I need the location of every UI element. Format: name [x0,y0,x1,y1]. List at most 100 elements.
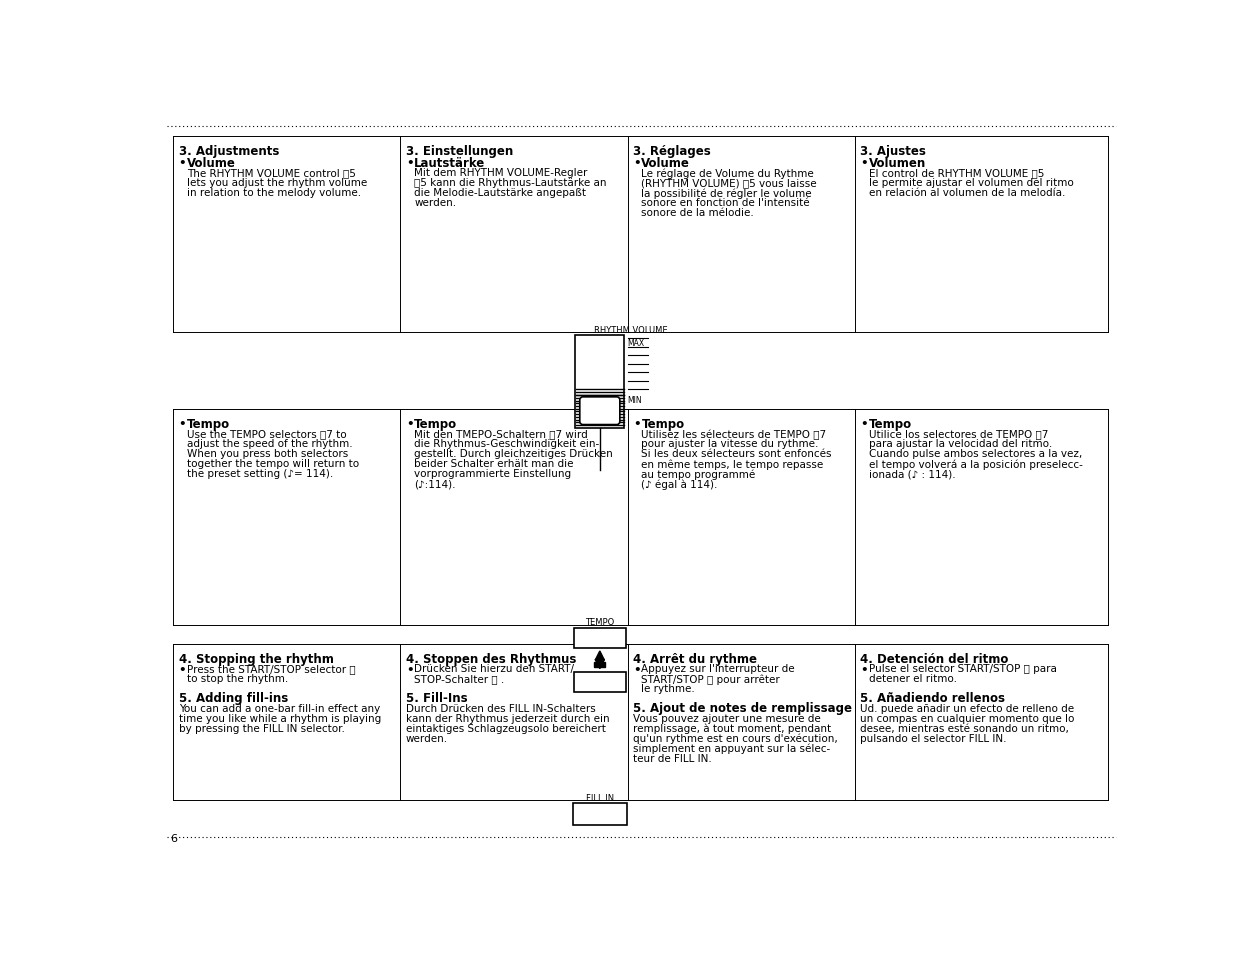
Text: au tempo programmé: au tempo programmé [641,469,756,479]
Text: •: • [179,417,186,431]
Text: You can add a one-bar fill-in effect any: You can add a one-bar fill-in effect any [179,702,380,713]
Text: sonore en fonction de l'intensité: sonore en fonction de l'intensité [641,198,810,208]
Text: Use the TEMPO selectors ␇7 to: Use the TEMPO selectors ␇7 to [188,429,346,439]
Text: 5. Añadiendo rellenos: 5. Añadiendo rellenos [860,691,1005,704]
Text: •: • [406,663,414,677]
Text: 4. Detención del ritmo: 4. Detención del ritmo [860,652,1009,665]
Text: 3. Réglages: 3. Réglages [632,144,711,157]
Text: Volume: Volume [188,156,236,170]
Text: un compas en cualquier momento que lo: un compas en cualquier momento que lo [860,713,1075,722]
Text: kann der Rhythmus jederzeit durch ein: kann der Rhythmus jederzeit durch ein [406,713,610,722]
Text: eintaktiges Schlagzeugsolo bereichert: eintaktiges Schlagzeugsolo bereichert [406,722,606,733]
Text: •: • [632,417,640,431]
Text: Press the START/STOP selector ␊: Press the START/STOP selector ␊ [188,663,356,674]
Text: •: • [860,663,867,677]
Text: sonore de la mélodie.: sonore de la mélodie. [641,208,754,218]
Bar [572,803,626,825]
Text: El control de RHYTHM VOLUME ␅5: El control de RHYTHM VOLUME ␅5 [869,168,1044,178]
Text: 5. Ajout de notes de remplissage: 5. Ajout de notes de remplissage [632,701,852,714]
Text: (♪ égal à 114).: (♪ égal à 114). [641,479,717,490]
Text: The RHYTHM VOLUME control ␅5: The RHYTHM VOLUME control ␅5 [188,168,356,178]
Text: Mit dem RHYTHM VOLUME-Regler: Mit dem RHYTHM VOLUME-Regler [414,168,588,178]
Text: werden.: werden. [406,733,447,742]
Text: Cuando pulse ambos selectores a la vez,: Cuando pulse ambos selectores a la vez, [869,449,1081,459]
Text: lets you adjust the rhythm volume: lets you adjust the rhythm volume [188,178,368,188]
Text: •: • [179,663,186,677]
Text: qu'un rythme est en cours d'exécution,: qu'un rythme est en cours d'exécution, [632,733,838,743]
Bar [595,662,605,667]
Text: •: • [179,156,186,170]
Text: teur de FILL IN.: teur de FILL IN. [632,753,711,762]
Text: •: • [632,663,640,677]
Text: Appuyez sur l'interrupteur de: Appuyez sur l'interrupteur de [641,663,795,674]
Text: para ajustar la velocidad del ritmo.: para ajustar la velocidad del ritmo. [869,439,1051,449]
Text: die Rhythmus-Geschwindigkeit ein-: die Rhythmus-Geschwindigkeit ein- [414,439,600,449]
Text: ionada (♪ : 114).: ionada (♪ : 114). [869,469,955,479]
Text: 4. Stopping the rhythm: 4. Stopping the rhythm [179,652,334,665]
Text: together the tempo will return to: together the tempo will return to [188,459,359,469]
Bar [575,335,625,428]
Text: Ud. puede añadir un efecto de relleno de: Ud. puede añadir un efecto de relleno de [860,702,1074,713]
Text: •: • [860,156,867,170]
Text: 3. Einstellungen: 3. Einstellungen [406,144,512,157]
Text: Durch Drücken des FILL IN-Schalters: Durch Drücken des FILL IN-Schalters [406,702,595,713]
Bar [574,628,626,648]
Text: ␅5 kann die Rhythmus-Lautstärke an: ␅5 kann die Rhythmus-Lautstärke an [414,178,606,188]
Text: Volumen: Volumen [869,156,926,170]
Text: FILL IN: FILL IN [586,793,614,802]
Text: 4. Arrêt du rythme: 4. Arrêt du rythme [632,652,758,665]
Text: in relation to the melody volume.: in relation to the melody volume. [188,188,361,198]
Text: en même temps, le tempo repasse: en même temps, le tempo repasse [641,459,824,470]
Text: Si les deux sélecteurs sont enfoncés: Si les deux sélecteurs sont enfoncés [641,449,832,459]
Text: •: • [406,417,414,431]
Text: (RHYTHM VOLUME) ␅5 vous laisse: (RHYTHM VOLUME) ␅5 vous laisse [641,178,818,188]
Text: RHYTHM VOLUME: RHYTHM VOLUME [594,325,668,335]
Text: Mit den TMEPO-Schaltern ␇7 wird: Mit den TMEPO-Schaltern ␇7 wird [414,429,588,439]
Text: remplissage, à tout moment, pendant: remplissage, à tout moment, pendant [632,722,831,733]
Text: 6: 6 [170,834,177,843]
Text: MIN: MIN [628,395,642,405]
Text: desee, mientras esté sonando un ritmo,: desee, mientras esté sonando un ritmo, [860,722,1069,733]
Text: beider Schalter erhält man die: beider Schalter erhält man die [414,459,574,469]
Text: die Melodie-Lautstärke angepaßt: die Melodie-Lautstärke angepaßt [414,188,586,198]
Text: le permite ajustar el volumen del ritmo: le permite ajustar el volumen del ritmo [869,178,1074,188]
Text: le rythme.: le rythme. [641,683,695,694]
Bar [574,672,626,692]
Text: time you like while a rhythm is playing: time you like while a rhythm is playing [179,713,381,722]
Text: •: • [632,156,640,170]
Text: Tempo: Tempo [641,417,685,431]
Text: (♪:114).: (♪:114). [414,479,456,489]
Text: 5. Fill-Ins: 5. Fill-Ins [406,691,468,704]
Text: detener el ritmo.: detener el ritmo. [869,674,956,683]
Text: werden.: werden. [414,198,456,208]
Text: Utilice los selectores de TEMPO ␇7: Utilice los selectores de TEMPO ␇7 [869,429,1048,439]
Text: el tempo volverá a la posición preselecc-: el tempo volverá a la posición preselecc… [869,459,1082,470]
Text: Tempo: Tempo [188,417,230,431]
Text: pulsando el selector FILL IN.: pulsando el selector FILL IN. [860,733,1006,742]
Text: adjust the speed of the rhythm.: adjust the speed of the rhythm. [188,439,352,449]
Text: STOP-Schalter ␊ .: STOP-Schalter ␊ . [414,674,505,683]
Text: •: • [406,156,414,170]
FancyBboxPatch shape [580,397,620,425]
Text: Le réglage de Volume du Rythme: Le réglage de Volume du Rythme [641,168,814,179]
Text: Tempo: Tempo [869,417,911,431]
Polygon shape [595,659,605,669]
Text: MAX: MAX [628,339,645,348]
Text: Vous pouvez ajouter une mesure de: Vous pouvez ajouter une mesure de [632,713,821,722]
Text: by pressing the FILL IN selector.: by pressing the FILL IN selector. [179,722,345,733]
Text: 5. Adding fill-ins: 5. Adding fill-ins [179,691,288,704]
Text: 3. Ajustes: 3. Ajustes [860,144,926,157]
Text: Pulse el selector START/STOP ␊ para: Pulse el selector START/STOP ␊ para [869,663,1056,674]
Text: START/STOP ␊ pour arrêter: START/STOP ␊ pour arrêter [641,674,780,684]
Text: When you press both selectors: When you press both selectors [188,449,349,459]
Text: la possibilité de régler le volume: la possibilité de régler le volume [641,188,812,198]
Text: vorprogrammierte Einstellung: vorprogrammierte Einstellung [414,469,571,479]
Text: en relación al volumen de la melodía.: en relación al volumen de la melodía. [869,188,1065,198]
Text: gestellt. Durch gleichzeitiges Drücken: gestellt. Durch gleichzeitiges Drücken [414,449,612,459]
Text: to stop the rhythm.: to stop the rhythm. [188,674,289,683]
Text: 3. Adjustments: 3. Adjustments [179,144,279,157]
Text: Drücken Sie hierzu den START/: Drücken Sie hierzu den START/ [414,663,574,674]
Text: 4. Stoppen des Rhythmus: 4. Stoppen des Rhythmus [406,652,576,665]
Text: Volume: Volume [641,156,690,170]
Text: Utilisez les sélecteurs de TEMPO ␇7: Utilisez les sélecteurs de TEMPO ␇7 [641,429,826,439]
